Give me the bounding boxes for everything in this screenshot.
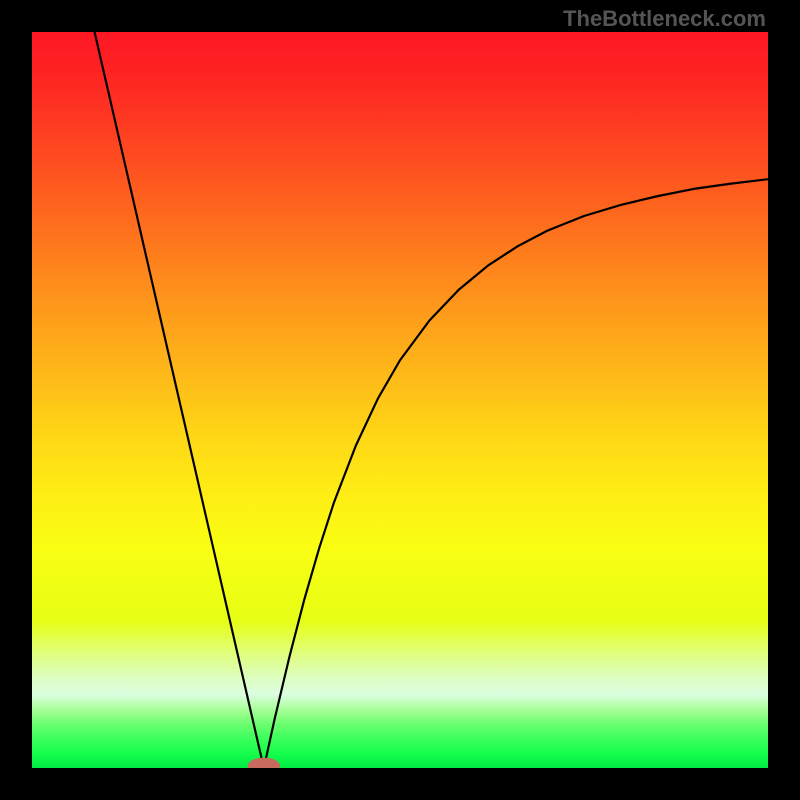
chart-container: TheBottleneck.com <box>0 0 800 800</box>
optimal-marker <box>248 758 280 768</box>
watermark-text: TheBottleneck.com <box>563 6 766 32</box>
plot-area <box>32 32 768 768</box>
bottleneck-curve <box>95 32 768 768</box>
chart-svg <box>32 32 768 768</box>
